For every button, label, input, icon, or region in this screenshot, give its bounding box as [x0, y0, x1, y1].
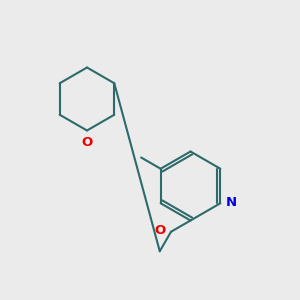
Text: O: O	[154, 224, 166, 237]
Text: N: N	[226, 196, 237, 209]
Text: O: O	[81, 136, 93, 149]
